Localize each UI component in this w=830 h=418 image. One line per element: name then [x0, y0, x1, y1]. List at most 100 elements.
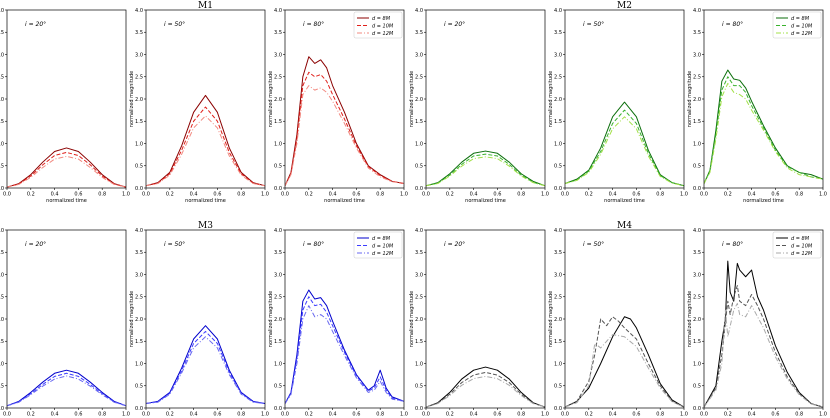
y-tick-label: 2.0 — [415, 97, 423, 103]
x-tick-label: 0.2 — [27, 192, 35, 198]
y-tick-label: 1.0 — [274, 141, 282, 147]
y-tick-label: 2.0 — [135, 97, 143, 103]
legend: d = 8Md = 10M d = 12M — [353, 231, 403, 259]
series-line-d-12m — [7, 155, 126, 188]
x-tick-label: 0.4 — [609, 192, 617, 198]
x-tick-label: 0.2 — [446, 412, 454, 418]
y-tick-label: 1.0 — [274, 361, 282, 367]
y-tick-label: 3.5 — [554, 250, 562, 256]
series-lines — [704, 260, 823, 408]
x-tick-label: 0.0 — [142, 412, 150, 418]
legend-label: d = 8M — [791, 16, 810, 22]
legend-label: d = 12M — [372, 251, 394, 257]
y-tick-label: 2.5 — [0, 75, 4, 81]
series-line-d-12m — [285, 305, 404, 404]
y-tick-label: 4.0 — [554, 8, 562, 14]
y-tick-label: 3.0 — [0, 52, 4, 58]
x-tick-label: 0.6 — [771, 192, 779, 198]
y-tick-label: 2.0 — [415, 317, 423, 323]
y-tick-label: 0.5 — [135, 384, 143, 390]
y-tick-label: 1.5 — [554, 119, 562, 125]
series-line-d-10m — [426, 153, 545, 187]
y-tick-label: 2.5 — [415, 75, 423, 81]
series-line-d-12m — [285, 85, 404, 187]
series-line-d-8m — [146, 325, 265, 405]
y-tick-label: 2.5 — [135, 75, 143, 81]
y-tick-label: 3.0 — [0, 272, 4, 278]
x-tick-label: 0.6 — [213, 192, 221, 198]
y-tick-label: 0.0 — [274, 186, 282, 192]
series-line-d-10m — [285, 71, 404, 187]
x-tick-label: 0.4 — [470, 412, 478, 418]
y-tick-label: 3.0 — [693, 52, 701, 58]
y-tick-label: 3.5 — [415, 30, 423, 36]
x-tick-label: 0.2 — [166, 412, 174, 418]
series-lines — [565, 316, 684, 408]
inclination-label: i = 80° — [722, 241, 743, 248]
x-axis-label: normalized time — [46, 198, 87, 204]
x-tick-label: 0.8 — [656, 192, 664, 198]
y-tick-label: 3.5 — [0, 30, 4, 36]
y-tick-label: 0.0 — [693, 186, 701, 192]
inclination-label: i = 50° — [583, 21, 604, 28]
legend-label: d = 10M — [372, 243, 394, 249]
panel-m4-3: 0.0 0.5 1.0 1.5 2.0 2.5 3.0 3.5 4.0 0.0 0.2 0.4 0.6 0… — [687, 228, 827, 418]
y-axis-label: normalized magnitude — [268, 71, 274, 127]
legend-label: d = 10M — [372, 23, 394, 29]
series-line-d-10m — [7, 372, 126, 407]
series-line-d-8m — [704, 69, 823, 184]
y-tick-label: 1.0 — [0, 141, 4, 147]
x-tick-label: 0.8 — [795, 192, 803, 198]
x-tick-label: 0.0 — [561, 412, 569, 418]
series-lines — [426, 150, 545, 187]
x-tick-label: 0.4 — [190, 412, 198, 418]
x-tick-label: 1.0 — [400, 412, 408, 418]
x-tick-label: 1.0 — [122, 412, 130, 418]
y-tick-label: 1.0 — [693, 361, 701, 367]
y-tick-label: 1.5 — [135, 119, 143, 125]
x-tick-label: 1.0 — [541, 412, 549, 418]
legend-label: d = 8M — [372, 236, 391, 242]
x-tick-label: 0.6 — [213, 412, 221, 418]
axes-frame — [145, 229, 266, 409]
x-tick-label: 0.4 — [748, 412, 756, 418]
legend-label: d = 8M — [791, 236, 810, 242]
y-tick-label: 4.0 — [693, 228, 701, 234]
axes-frame — [425, 229, 546, 409]
x-tick-label: 0.0 — [281, 412, 289, 418]
series-line-d-8m — [426, 150, 545, 187]
legend-label: d = 10M — [791, 243, 813, 249]
inclination-label: i = 20° — [25, 21, 46, 28]
inclination-label: i = 80° — [303, 241, 324, 248]
axes-frame — [6, 229, 127, 409]
y-tick-label: 0.0 — [135, 186, 143, 192]
y-axis-label: normalized magnitude — [548, 291, 554, 347]
y-tick-label: 4.0 — [274, 228, 282, 234]
series-line-d-12m — [146, 115, 265, 187]
y-tick-label: 1.0 — [415, 141, 423, 147]
y-tick-label: 2.5 — [415, 295, 423, 301]
x-tick-label: 0.2 — [166, 192, 174, 198]
x-tick-label: 0.8 — [517, 192, 525, 198]
series-lines — [426, 366, 545, 408]
series-line-d-10m — [146, 106, 265, 187]
x-tick-label: 0.2 — [585, 412, 593, 418]
y-axis-label: normalized magnitude — [687, 71, 693, 127]
y-tick-label: 1.5 — [415, 339, 423, 345]
x-tick-label: 0.2 — [724, 192, 732, 198]
series-lines — [285, 289, 404, 404]
x-tick-label: 0.4 — [51, 192, 59, 198]
inclination-label: i = 20° — [444, 21, 465, 28]
y-tick-label: 0.5 — [554, 384, 562, 390]
y-tick-label: 1.5 — [693, 339, 701, 345]
y-tick-label: 4.0 — [0, 8, 4, 14]
legend: d = 8Md = 10M d = 12M — [353, 11, 403, 39]
x-tick-label: 0.8 — [656, 412, 664, 418]
x-axis-label: normalized time — [743, 198, 784, 204]
y-tick-label: 3.5 — [693, 30, 701, 36]
legend-label: d = 10M — [791, 23, 813, 29]
inclination-label: i = 80° — [722, 21, 743, 28]
y-tick-label: 0.0 — [274, 406, 282, 412]
series-line-d-12m — [565, 334, 684, 408]
panel-m1-2: 0.0 0.5 1.0 1.5 2.0 2.5 3.0 3.5 4.0 0.0 0.2 0.4 0.6 0… — [129, 8, 269, 204]
